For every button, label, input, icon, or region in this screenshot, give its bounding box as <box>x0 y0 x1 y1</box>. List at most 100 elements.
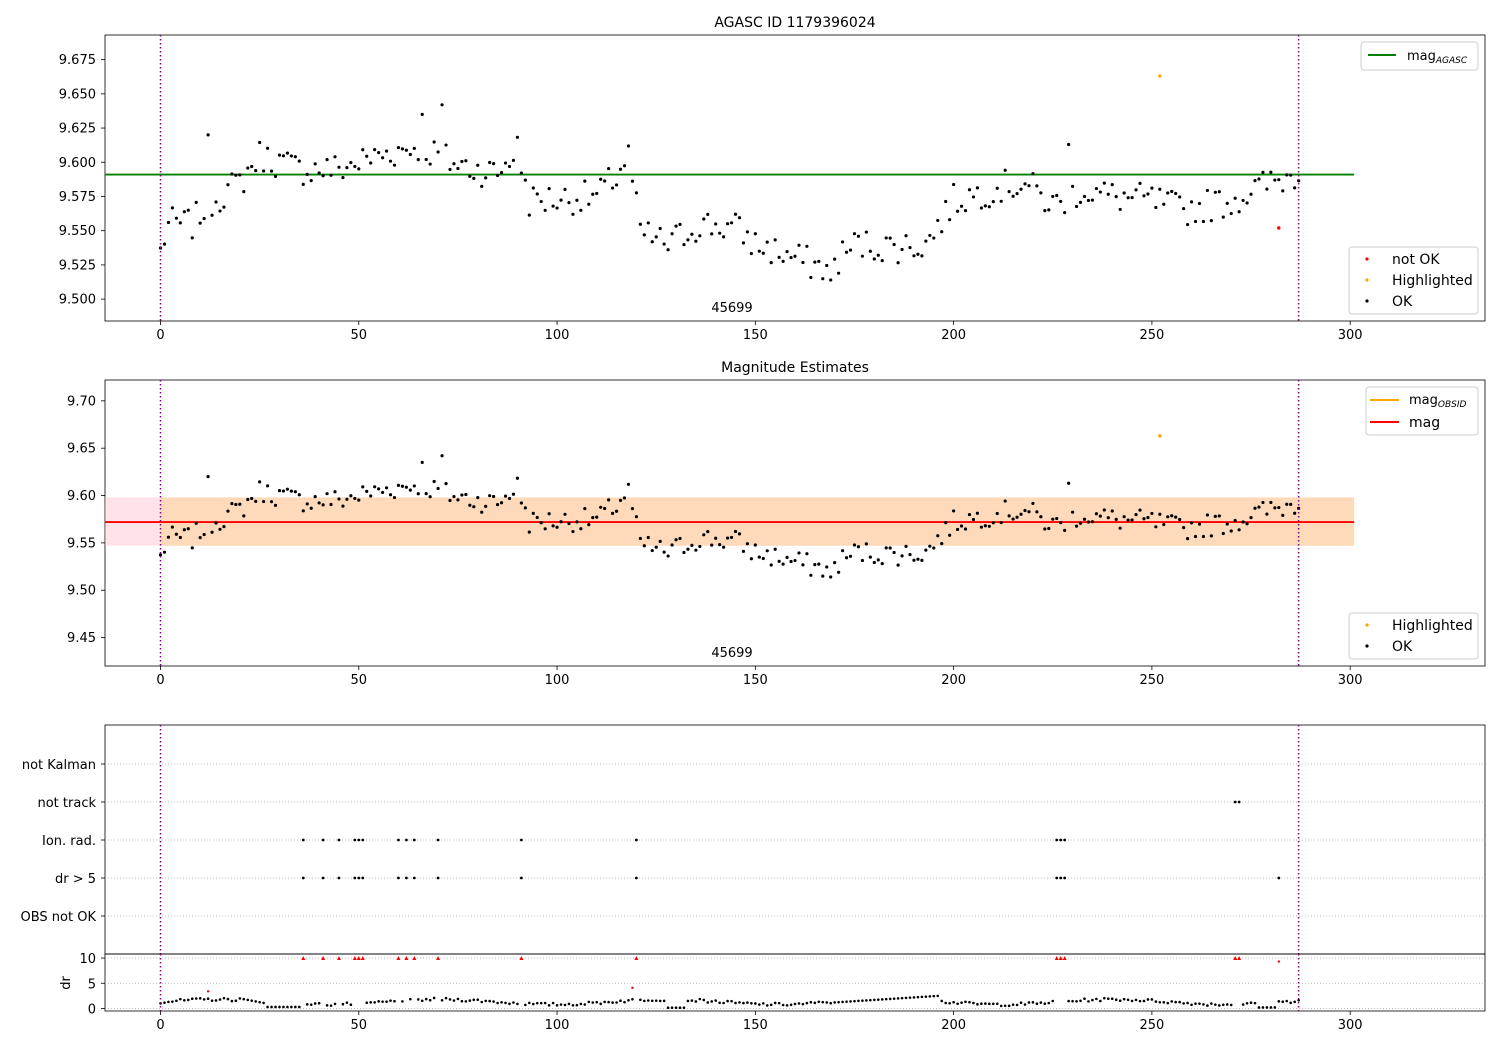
ok-point <box>250 496 254 501</box>
ok-point <box>400 147 405 151</box>
dr-point <box>849 1000 852 1003</box>
dr-point <box>1190 1003 1193 1007</box>
agasc-panel: AGASC ID 1179396024 0 50 100 150 200 250 300 9.… <box>59 15 1486 343</box>
ok-point <box>694 239 698 243</box>
dr-point <box>416 998 420 1001</box>
dr-point <box>1281 1000 1285 1003</box>
ok-point <box>194 521 198 525</box>
ok-point <box>936 218 940 223</box>
ok-point <box>571 529 575 534</box>
ok-point <box>678 536 682 541</box>
ok-point <box>864 230 868 234</box>
dr-point <box>456 997 460 1001</box>
ok-point <box>1174 515 1178 519</box>
ok-point <box>948 533 952 537</box>
legend-highlighted-marker-2 <box>1365 623 1369 627</box>
ok-point <box>273 174 278 179</box>
dr-clipped-marker <box>1058 956 1063 961</box>
ok-point <box>801 563 805 567</box>
agasc-legend-top: magAGASC <box>1360 41 1479 71</box>
ok-point <box>908 245 912 250</box>
dr-point <box>214 999 218 1002</box>
ok-point <box>408 488 412 492</box>
dr-point <box>865 999 868 1002</box>
dr-point <box>908 996 912 999</box>
ok-point <box>587 202 591 206</box>
ok-point <box>254 499 258 503</box>
dr-point <box>662 999 666 1003</box>
ok-point <box>285 151 290 155</box>
ok-point <box>817 259 821 263</box>
dr-point <box>563 1003 567 1007</box>
dr-point <box>603 1000 606 1004</box>
magnitude-xtick-label-0: 0 <box>156 673 164 688</box>
ok-point <box>769 261 773 265</box>
ok-point <box>603 179 607 183</box>
ok-point <box>813 563 817 567</box>
ok-point <box>987 205 991 209</box>
dr-point <box>492 1000 495 1003</box>
ok-point <box>1225 522 1229 526</box>
ok-point <box>1067 481 1071 485</box>
legend-highlighted-marker <box>1365 278 1369 282</box>
ok-point <box>388 159 393 163</box>
ok-point <box>202 216 206 221</box>
ok-point <box>1241 198 1245 203</box>
dr-point <box>1162 1001 1166 1004</box>
ok-point <box>499 171 504 175</box>
ok-point <box>761 251 765 255</box>
ok-point <box>420 460 424 464</box>
ok-point <box>1213 190 1217 194</box>
ok-point <box>432 140 436 144</box>
ok-point <box>1205 513 1210 517</box>
ok-point <box>206 133 210 137</box>
dr-point <box>278 1005 281 1009</box>
ok-point <box>424 157 428 162</box>
ok-point <box>789 559 793 564</box>
ok-point <box>1130 518 1134 522</box>
ok-point <box>551 524 555 528</box>
flag-point <box>436 838 440 842</box>
dr-point <box>813 1001 817 1005</box>
dr-point <box>948 1001 951 1005</box>
dr-point <box>873 998 876 1002</box>
ok-point <box>952 509 956 513</box>
ok-point <box>940 230 944 234</box>
flag-point <box>337 876 341 880</box>
ok-point <box>1074 524 1079 528</box>
ok-point <box>523 506 527 510</box>
ok-point <box>757 555 761 559</box>
ok-point <box>515 476 520 480</box>
ok-point <box>1221 531 1225 536</box>
ok-point <box>591 192 595 196</box>
dr-point <box>829 1001 832 1005</box>
dr-point <box>1221 1003 1225 1007</box>
dr-point <box>773 1001 777 1005</box>
ok-point <box>380 490 385 495</box>
ok-point <box>1070 510 1075 514</box>
flags-axes-frame <box>104 724 1486 955</box>
dr-point <box>944 1001 947 1005</box>
dr-point <box>496 1001 499 1005</box>
dr-point <box>991 1002 995 1006</box>
agasc-obsid-annotation: 45699 <box>711 301 752 316</box>
dr-point <box>381 1000 384 1003</box>
dr-point <box>1103 996 1106 1000</box>
ok-point <box>856 234 861 238</box>
flag-point <box>321 876 325 880</box>
dr-point <box>472 998 476 1002</box>
dr-point <box>194 997 198 1000</box>
ok-point <box>206 474 210 479</box>
ok-point <box>864 542 868 546</box>
magnitude-ytick-label-2: 9.55 <box>67 536 96 551</box>
ok-point <box>404 148 408 152</box>
ok-point <box>837 271 841 275</box>
ok-point <box>840 240 845 244</box>
ok-point <box>1106 516 1110 520</box>
dr-point <box>793 1002 797 1006</box>
dr-point <box>512 1001 515 1004</box>
ok-point <box>277 489 282 493</box>
ok-point <box>1043 209 1047 213</box>
dr-point <box>528 1001 531 1005</box>
ok-point <box>848 248 853 252</box>
